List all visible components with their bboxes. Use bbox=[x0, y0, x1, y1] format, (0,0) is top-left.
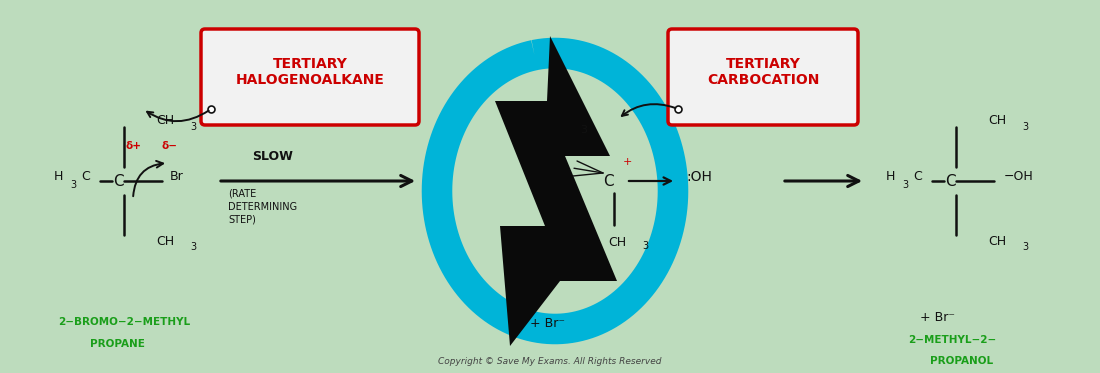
Text: TERTIARY
CARBOCATION: TERTIARY CARBOCATION bbox=[707, 57, 820, 87]
Text: CH: CH bbox=[156, 235, 174, 248]
Polygon shape bbox=[495, 36, 617, 346]
FancyBboxPatch shape bbox=[201, 29, 419, 125]
Text: 3: 3 bbox=[190, 122, 196, 132]
Text: 3: 3 bbox=[580, 125, 587, 135]
Text: H: H bbox=[886, 170, 895, 184]
Text: C: C bbox=[112, 173, 123, 188]
Text: CH: CH bbox=[156, 115, 174, 128]
Text: C: C bbox=[913, 170, 922, 184]
Text: :OH: :OH bbox=[686, 170, 712, 184]
Text: Br: Br bbox=[170, 170, 184, 184]
Text: 3: 3 bbox=[642, 241, 648, 251]
Text: PROPANE: PROPANE bbox=[90, 339, 145, 349]
Text: 2−METHYL−2−: 2−METHYL−2− bbox=[908, 335, 997, 345]
Text: δ−: δ− bbox=[162, 141, 178, 151]
Text: C: C bbox=[603, 173, 614, 188]
Text: SLOW: SLOW bbox=[252, 150, 293, 163]
Text: C: C bbox=[81, 170, 90, 184]
Text: 3: 3 bbox=[1022, 122, 1028, 132]
Text: C: C bbox=[945, 173, 955, 188]
Text: H: H bbox=[54, 170, 63, 184]
FancyArrowPatch shape bbox=[147, 110, 209, 121]
Text: CH: CH bbox=[988, 115, 1007, 128]
Text: Copyright © Save My Exams. All Rights Reserved: Copyright © Save My Exams. All Rights Re… bbox=[438, 357, 662, 366]
Text: +: + bbox=[623, 157, 632, 167]
Text: CH: CH bbox=[988, 235, 1007, 248]
Text: −OH: −OH bbox=[1004, 170, 1034, 184]
FancyArrowPatch shape bbox=[621, 104, 675, 116]
Text: TERTIARY
HALOGENOALKANE: TERTIARY HALOGENOALKANE bbox=[235, 57, 384, 87]
Text: 3: 3 bbox=[70, 180, 76, 190]
FancyArrowPatch shape bbox=[133, 161, 163, 196]
Text: 3: 3 bbox=[190, 242, 196, 252]
Text: (RATE
DETERMINING
STEP): (RATE DETERMINING STEP) bbox=[228, 189, 297, 225]
Text: 2−BROMO−2−METHYL: 2−BROMO−2−METHYL bbox=[58, 317, 190, 327]
Text: δ+: δ+ bbox=[126, 141, 142, 151]
Text: PROPANOL: PROPANOL bbox=[930, 356, 993, 366]
Text: CH: CH bbox=[608, 236, 626, 249]
Text: + Br⁻: + Br⁻ bbox=[920, 311, 955, 324]
Text: 3: 3 bbox=[1022, 242, 1028, 252]
Text: + Br⁻: + Br⁻ bbox=[530, 317, 565, 330]
FancyBboxPatch shape bbox=[668, 29, 858, 125]
Text: 3: 3 bbox=[902, 180, 908, 190]
